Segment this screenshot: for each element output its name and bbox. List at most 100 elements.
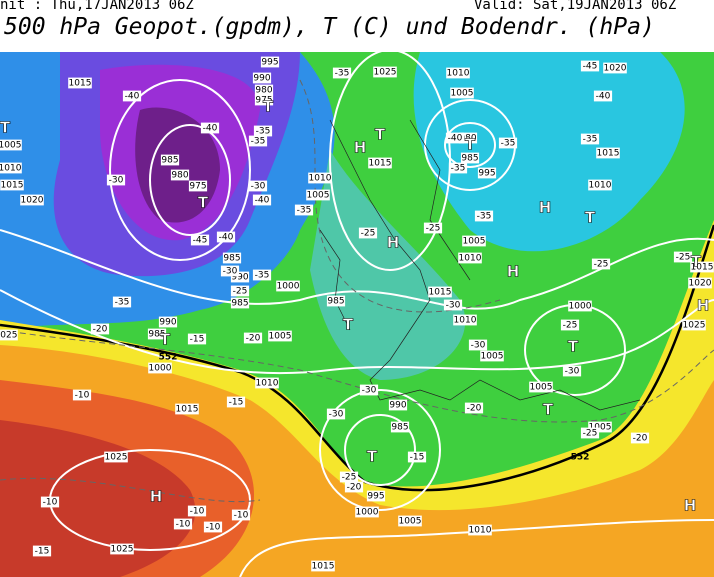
isobar-label: 1010 [256, 379, 279, 389]
isobar-label: 1010 [459, 254, 482, 264]
isobar-label-box [596, 147, 620, 159]
temperature-label: -35 [297, 206, 312, 216]
temperature-label: -35 [501, 139, 516, 149]
temperature-label: -30 [446, 301, 461, 311]
temperature-label-box [200, 122, 220, 134]
isobar-label: 990 [389, 401, 406, 411]
isobar-label-box [0, 162, 22, 174]
temperature-label-box [339, 471, 359, 483]
isobar-label-box [260, 56, 280, 68]
pressure-center: T [343, 316, 354, 334]
temperature-label: -15 [35, 547, 50, 557]
valid-time: Valid: Sat,19JAN2013 06Z [474, 0, 677, 13]
pressure-center: H [354, 139, 367, 157]
temperature-label: -25 [233, 287, 248, 297]
isobar-label: 1000 [356, 508, 379, 518]
temperature-label-box [344, 481, 364, 493]
isobar-label: 985 [391, 423, 408, 433]
temperature-label-box [243, 332, 263, 344]
temperature-label-box [32, 545, 52, 557]
temperature-label-box [187, 505, 207, 517]
isobar-label: 985 [148, 330, 165, 340]
temperature-label: -25 [361, 229, 376, 239]
pressure-center: H [507, 263, 520, 281]
isobar-label-box [603, 62, 627, 74]
temperature-label: -25 [342, 473, 357, 483]
temperature-label-box [253, 125, 273, 137]
isobar-label: 1025 [111, 545, 134, 555]
isobar-label: 1015 [597, 149, 620, 159]
temperature-label: -30 [565, 367, 580, 377]
isobar-label-box [158, 316, 178, 328]
isobar-label: 1010 [589, 181, 612, 191]
isobar-label-box [276, 280, 300, 292]
isobar-label-box [252, 72, 272, 84]
temperature-label-box [220, 265, 240, 277]
isobar-label-box [373, 66, 397, 78]
pressure-center: T [585, 209, 596, 227]
pressure-center: H [697, 297, 710, 315]
temperature-label: -35 [451, 164, 466, 174]
isobar-label: 1015 [429, 288, 452, 298]
isobar-label: 1005 [269, 332, 292, 342]
pressure-center: T [263, 98, 274, 116]
temperature-label: -10 [43, 498, 58, 508]
isobar-label-box [311, 560, 335, 572]
temperature-label-box [173, 518, 193, 530]
isobar-label: 995 [261, 58, 278, 68]
temperature-label: -35 [583, 135, 598, 145]
isobar-label-box [0, 139, 22, 151]
temperature-label: -35 [251, 137, 266, 147]
temperature-label: -25 [563, 321, 578, 331]
temperature-label: -10 [75, 391, 90, 401]
isobar-label-box [446, 67, 470, 79]
pressure-center: H [150, 488, 163, 506]
temperature-label-box [580, 427, 600, 439]
isobar-label-box [468, 524, 492, 536]
isobar-label-box [690, 261, 714, 273]
isobar-label: 975 [189, 182, 206, 192]
isobar-label-box [682, 319, 706, 331]
temperature-label-box [216, 231, 236, 243]
isobar-label-box [254, 84, 274, 96]
pressure-center: T [0, 119, 11, 137]
isobar-label: 1015 [691, 263, 714, 273]
isobar-label: 995 [367, 492, 384, 502]
isobar-label-box [255, 377, 279, 389]
temperature-label: -25 [676, 253, 691, 263]
temperature-label-box [332, 67, 352, 79]
isobar-label-box [230, 271, 250, 283]
temperature-label-box [187, 333, 207, 345]
isobar-label-box [588, 179, 612, 191]
isobar-label-box [458, 132, 478, 144]
temperature-label: -15 [190, 335, 205, 345]
temperature-label-box [90, 323, 110, 335]
isobar-label-box [480, 350, 504, 362]
temperature-label-box [230, 285, 250, 297]
isobar-label-box [20, 194, 44, 206]
temperature-label-box [40, 496, 60, 508]
temperature-label-box [294, 204, 314, 216]
temperature-label: -20 [347, 483, 362, 493]
isobar-label: 1010 [454, 316, 477, 326]
isobar-label: 985 [327, 297, 344, 307]
pressure-center: T [160, 331, 171, 349]
temperature-label: -40 [255, 196, 270, 206]
temperature-label: -15 [410, 453, 425, 463]
isobar-label: 980 [171, 171, 188, 181]
temperature-label-box [358, 227, 378, 239]
temperature-label: -10 [234, 511, 249, 521]
isobar-label-box [355, 506, 379, 518]
geopotential-label: 552 [159, 353, 178, 363]
isobar-label-box [110, 543, 134, 555]
isobar-label: 980 [459, 134, 476, 144]
isobar-label-box [453, 314, 477, 326]
isobar-label: 1010 [0, 164, 22, 174]
isobar-label: 1000 [277, 282, 300, 292]
coastlines [319, 119, 641, 411]
isobar-label: 1025 [683, 321, 706, 331]
temperature-label: -10 [206, 523, 221, 533]
isobar-label: 1010 [469, 526, 492, 536]
isobar-label: 990 [231, 273, 248, 283]
geopotential-label: 552 [571, 453, 590, 463]
